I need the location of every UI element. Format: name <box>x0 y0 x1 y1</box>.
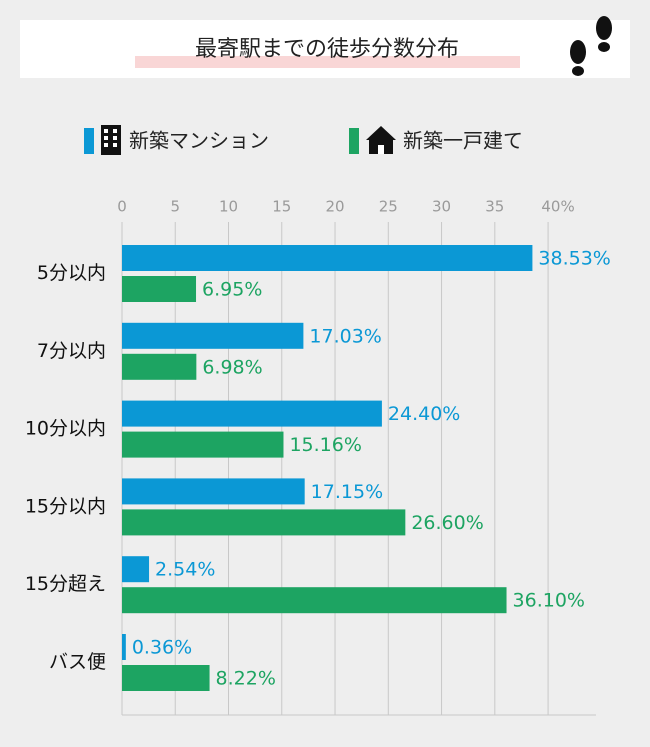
x-tick-label: 20 <box>325 198 344 216</box>
value-label: 6.98% <box>202 356 262 378</box>
house-icon <box>366 126 396 154</box>
x-tick-label: 15 <box>272 198 291 216</box>
legend: 新築マンション 新築一戸建て <box>84 125 523 155</box>
bar <box>122 509 406 536</box>
bar <box>122 400 382 427</box>
legend-label: 新築マンション <box>129 129 269 153</box>
y-tick-label: 7分以内 <box>37 340 106 362</box>
bar <box>122 353 197 380</box>
value-label: 0.36% <box>132 637 192 659</box>
bar <box>122 322 304 349</box>
y-tick-label: バス便 <box>49 651 106 673</box>
value-label: 17.15% <box>311 481 383 503</box>
footprints-icon <box>570 16 612 76</box>
bar <box>122 478 305 505</box>
title-highlight <box>135 56 520 68</box>
x-tick-label: 35 <box>485 198 504 216</box>
x-tick-label: 0 <box>117 198 127 216</box>
legend-label: 新築一戸建て <box>403 129 523 153</box>
legend-swatch <box>349 128 359 154</box>
legend-swatch <box>84 128 94 154</box>
value-label: 15.16% <box>289 434 361 456</box>
bar <box>122 556 150 583</box>
x-tick-label: 25 <box>379 198 398 216</box>
value-label: 36.10% <box>513 590 585 612</box>
y-tick-label: 10分以内 <box>25 418 106 440</box>
bar <box>122 431 284 458</box>
y-tick-label: 5分以内 <box>37 262 106 284</box>
bar <box>122 634 126 660</box>
value-label: 2.54% <box>155 559 215 581</box>
value-label: 26.60% <box>411 512 483 534</box>
y-tick-label: 15分以内 <box>25 495 106 517</box>
value-label: 6.95% <box>202 279 262 301</box>
title-box <box>20 20 630 78</box>
chart-title: 最寄駅までの徒歩分数分布 <box>195 37 459 62</box>
x-tick-label: 40% <box>541 198 574 216</box>
value-label: 17.03% <box>309 325 381 347</box>
x-tick-label: 5 <box>170 198 180 216</box>
bar <box>122 587 507 614</box>
bar <box>122 276 197 302</box>
x-tick-label: 30 <box>432 198 451 216</box>
building-icon <box>101 125 121 155</box>
bar <box>122 665 210 691</box>
value-label: 24.40% <box>388 403 460 425</box>
bar <box>122 245 533 271</box>
y-tick-label: 15分超え <box>25 573 106 595</box>
x-tick-label: 10 <box>219 198 238 216</box>
value-label: 38.53% <box>538 248 610 270</box>
value-label: 8.22% <box>216 668 276 690</box>
